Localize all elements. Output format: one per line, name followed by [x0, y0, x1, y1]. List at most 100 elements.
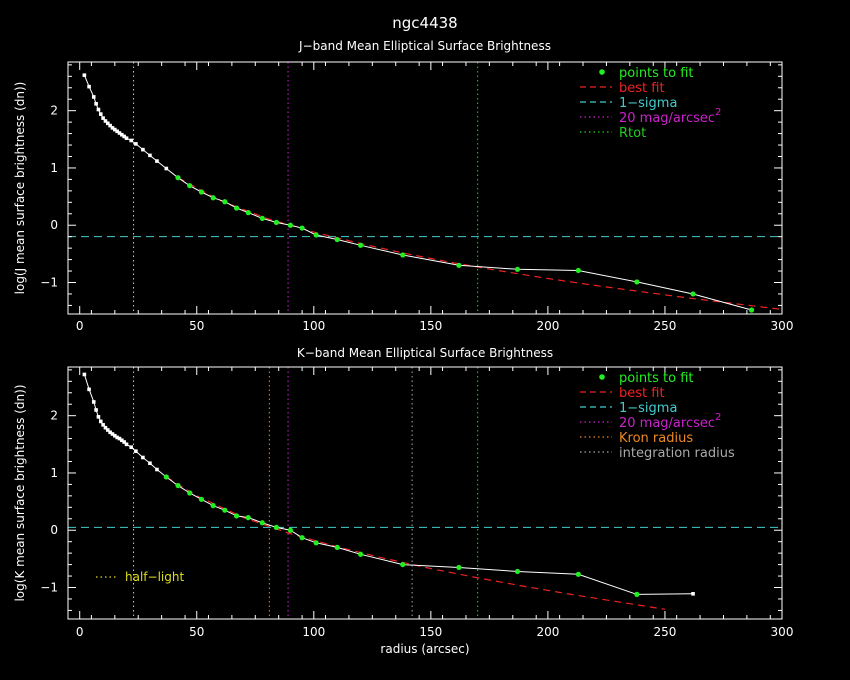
- fit-point: [634, 279, 640, 285]
- fit-point: [634, 591, 640, 597]
- fit-point: [299, 535, 305, 541]
- fit-point: [358, 242, 364, 248]
- plot-area: [68, 367, 782, 619]
- profile-point: [105, 428, 110, 432]
- profile-point: [110, 432, 115, 436]
- profile-point: [155, 159, 159, 163]
- x-tick-label: 300: [771, 319, 794, 333]
- profile-point: [96, 107, 101, 112]
- profile-point: [155, 467, 159, 472]
- fit-point: [233, 205, 240, 211]
- profile-point: [91, 95, 96, 99]
- profile-point: [103, 119, 108, 123]
- fit-point: [358, 551, 364, 557]
- fit-point: [313, 232, 319, 238]
- legend-entry-label: 1−sigma: [619, 401, 677, 416]
- x-tick-label: 250: [653, 319, 676, 333]
- legend-swatch-point: [599, 374, 605, 380]
- profile-point: [87, 84, 91, 89]
- profile-point: [122, 440, 126, 444]
- y-tick-label: 0: [50, 523, 58, 537]
- fit-point: [514, 568, 521, 575]
- panels: J−band Mean Elliptical Surface Brightnes…: [13, 39, 793, 656]
- y-axis-label: log(J mean surface brightness (dn)): [13, 82, 27, 295]
- fit-point: [287, 222, 293, 228]
- legend-entry-superscript: 2: [715, 107, 721, 118]
- fit-point: [245, 515, 251, 521]
- figure-title: ngc4438: [392, 14, 457, 32]
- fit-point: [334, 544, 340, 551]
- profile-point: [105, 121, 110, 126]
- legend-entry-text: best fit: [619, 386, 665, 401]
- x-tick-label: 250: [653, 625, 676, 639]
- profile-point: [110, 126, 115, 130]
- profile-point: [124, 442, 129, 447]
- fit-point: [575, 267, 581, 274]
- fit-point: [187, 183, 193, 189]
- legend-entry-text: 1−sigma: [619, 401, 677, 416]
- fit-point: [175, 482, 181, 489]
- fit-point: [690, 291, 696, 297]
- profile-point: [134, 449, 138, 453]
- legend-entry-label: best fit: [619, 81, 665, 96]
- legend-entry-label: Kron radius: [619, 431, 693, 446]
- profile-point: [148, 461, 152, 466]
- legend-entry-label: points to fit: [619, 66, 694, 81]
- x-tick-label: 100: [302, 319, 325, 333]
- legend-entry-label: 20 mag/arcsec2: [619, 412, 721, 431]
- profile-point: [103, 425, 108, 430]
- profile-point: [122, 134, 126, 139]
- plot-area: [68, 62, 782, 314]
- legend-entry-text: 1−sigma: [619, 96, 677, 111]
- profile-point: [101, 423, 105, 427]
- legend-entry-text: 20 mag/arcsec: [619, 416, 715, 431]
- panel-j-band: J−band Mean Elliptical Surface Brightnes…: [13, 39, 793, 333]
- profile-point: [141, 147, 145, 152]
- profile-point: [82, 73, 87, 77]
- x-tick-label: 50: [189, 625, 204, 639]
- fit-point: [259, 520, 265, 526]
- panel-k-band: K−band Mean Elliptical Surface Brightnes…: [13, 346, 793, 656]
- x-tick-label: 0: [76, 319, 84, 333]
- profile-point: [94, 102, 98, 106]
- profile-point: [94, 408, 98, 412]
- plot-frame: [67, 61, 783, 315]
- profile-point: [120, 438, 124, 443]
- profile-point: [108, 430, 112, 435]
- fit-point: [273, 524, 279, 530]
- fit-point: [575, 571, 581, 577]
- fit-point: [175, 175, 181, 181]
- y-tick-label: 1: [50, 161, 58, 175]
- fit-point: [245, 210, 251, 216]
- fit-point: [456, 564, 462, 571]
- profile-point: [124, 136, 129, 140]
- x-tick-label: 300: [771, 625, 794, 639]
- profile-point: [120, 132, 124, 137]
- profile-point: [91, 400, 96, 404]
- fit-point: [198, 496, 205, 502]
- fit-point: [198, 189, 205, 195]
- fit-point: [287, 527, 293, 533]
- x-tick-label: 50: [189, 319, 204, 333]
- profile-point: [87, 387, 91, 392]
- profile-point: [148, 153, 152, 158]
- fit-point: [210, 503, 216, 509]
- x-axis-label: radius (arcsec): [380, 642, 469, 656]
- legend-entry-superscript: 2: [715, 412, 721, 423]
- fit-point: [273, 219, 279, 225]
- profile-point: [108, 123, 112, 128]
- y-tick-label: 2: [50, 409, 58, 423]
- profile-point: [115, 129, 119, 134]
- fit-point: [299, 225, 305, 231]
- profile-point: [164, 166, 169, 171]
- profile-point: [691, 592, 695, 596]
- fit-point: [210, 195, 216, 201]
- legend-swatch-point: [599, 69, 605, 75]
- y-tick-label: −1: [40, 276, 58, 290]
- fit-point: [259, 215, 265, 221]
- x-tick-label: 150: [419, 625, 442, 639]
- fit-point: [222, 199, 228, 205]
- profile-point: [113, 433, 117, 438]
